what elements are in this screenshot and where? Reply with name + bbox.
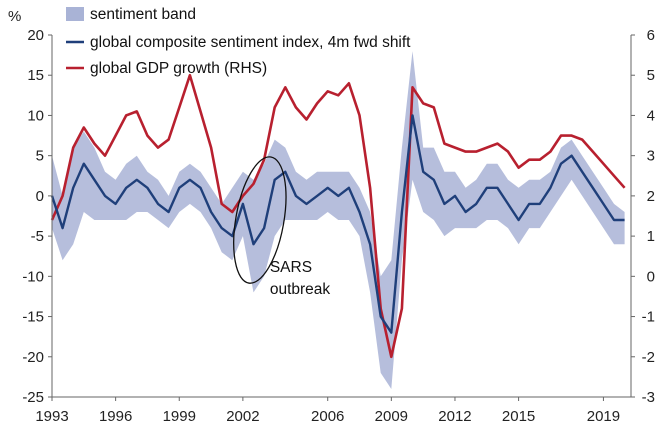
- sars-annotation-text: outbreak: [270, 281, 331, 298]
- y-left-tick-label: -25: [22, 389, 44, 406]
- series-lines-layer: [50, 73, 626, 359]
- y-left-tick-label: 5: [36, 148, 44, 165]
- y-right-tick-label: 0: [647, 268, 655, 285]
- y-left-tick-label: 0: [36, 188, 44, 205]
- annotation-layer: SARS outbreak: [233, 156, 331, 298]
- x-tick-label: 1993: [35, 408, 68, 425]
- y-right-tick-label: -2: [642, 349, 655, 366]
- y-left-tick-label: 10: [27, 107, 44, 124]
- x-tick-label: 2019: [587, 408, 620, 425]
- legend: sentiment band global composite sentiment…: [66, 6, 411, 77]
- x-tick-label: 2015: [502, 408, 535, 425]
- y-right-tick-label: 6: [647, 27, 655, 44]
- x-tick-label: 1999: [163, 408, 196, 425]
- sentiment-band-layer: [52, 51, 625, 389]
- y-right-tick-label: 4: [647, 107, 655, 124]
- y-left-tick-label: -5: [31, 228, 44, 245]
- legend-swatch-band: [66, 7, 84, 21]
- x-tick-label: 2012: [438, 408, 471, 425]
- sars-annotation-text: SARS: [270, 259, 312, 276]
- y-right-tick-label: 1: [647, 228, 655, 245]
- sars-ellipse: [233, 156, 287, 284]
- y-left-unit-label: %: [8, 8, 21, 25]
- tick-labels-layer: 20151050-5-10-15-20-25%6543210-1-2-31993…: [8, 8, 655, 425]
- legend-label: global composite sentiment index, 4m fwd…: [90, 34, 411, 51]
- y-right-tick-label: -3: [642, 389, 655, 406]
- y-right-tick-label: -1: [642, 309, 655, 326]
- y-right-tick-label: 2: [647, 188, 655, 205]
- y-left-tick-label: 20: [27, 27, 44, 44]
- x-tick-label: 1996: [99, 408, 132, 425]
- y-left-tick-label: 15: [27, 67, 44, 84]
- sentiment-index-line: [50, 114, 625, 334]
- legend-label: global GDP growth (RHS): [90, 60, 267, 77]
- axes-layer: [48, 34, 635, 401]
- gdp-growth-line: [50, 73, 626, 359]
- y-left-tick-label: -15: [22, 309, 44, 326]
- x-tick-label: 2006: [311, 408, 344, 425]
- x-tick-label: 2009: [375, 408, 408, 425]
- y-left-tick-label: -10: [22, 268, 44, 285]
- y-left-tick-label: -20: [22, 349, 44, 366]
- legend-label: sentiment band: [90, 6, 196, 23]
- y-right-tick-label: 3: [647, 148, 655, 165]
- x-tick-label: 2002: [226, 408, 259, 425]
- y-right-tick-label: 5: [647, 67, 655, 84]
- sentiment-band-area: [52, 51, 625, 389]
